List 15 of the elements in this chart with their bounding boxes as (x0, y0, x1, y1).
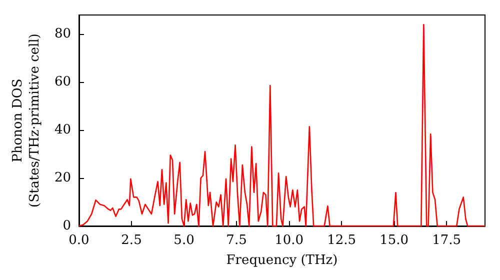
x-tick-label: 0.0 (68, 233, 90, 248)
x-tick-label: 5.0 (174, 233, 194, 248)
x-tick-label: 12.5 (327, 233, 356, 248)
x-tick-label: 10.0 (274, 233, 304, 248)
y-axis-title: Phonon DOS (States/THz·primitive cell) (10, 33, 43, 208)
y-tick-label: 60 (54, 74, 71, 90)
x-tick-label: 15.0 (380, 233, 409, 248)
y-tick-label: 80 (54, 26, 71, 42)
y-tick-label: 0 (62, 218, 71, 234)
x-axis-title: Frequency (THz) (226, 253, 338, 268)
y-tick-label: 40 (54, 122, 71, 138)
y-tick-label: 20 (54, 170, 71, 186)
x-tick-label: 7.5 (226, 233, 247, 248)
x-tick-label: 2.5 (121, 233, 142, 248)
x-tick-label: 17.5 (432, 233, 462, 248)
